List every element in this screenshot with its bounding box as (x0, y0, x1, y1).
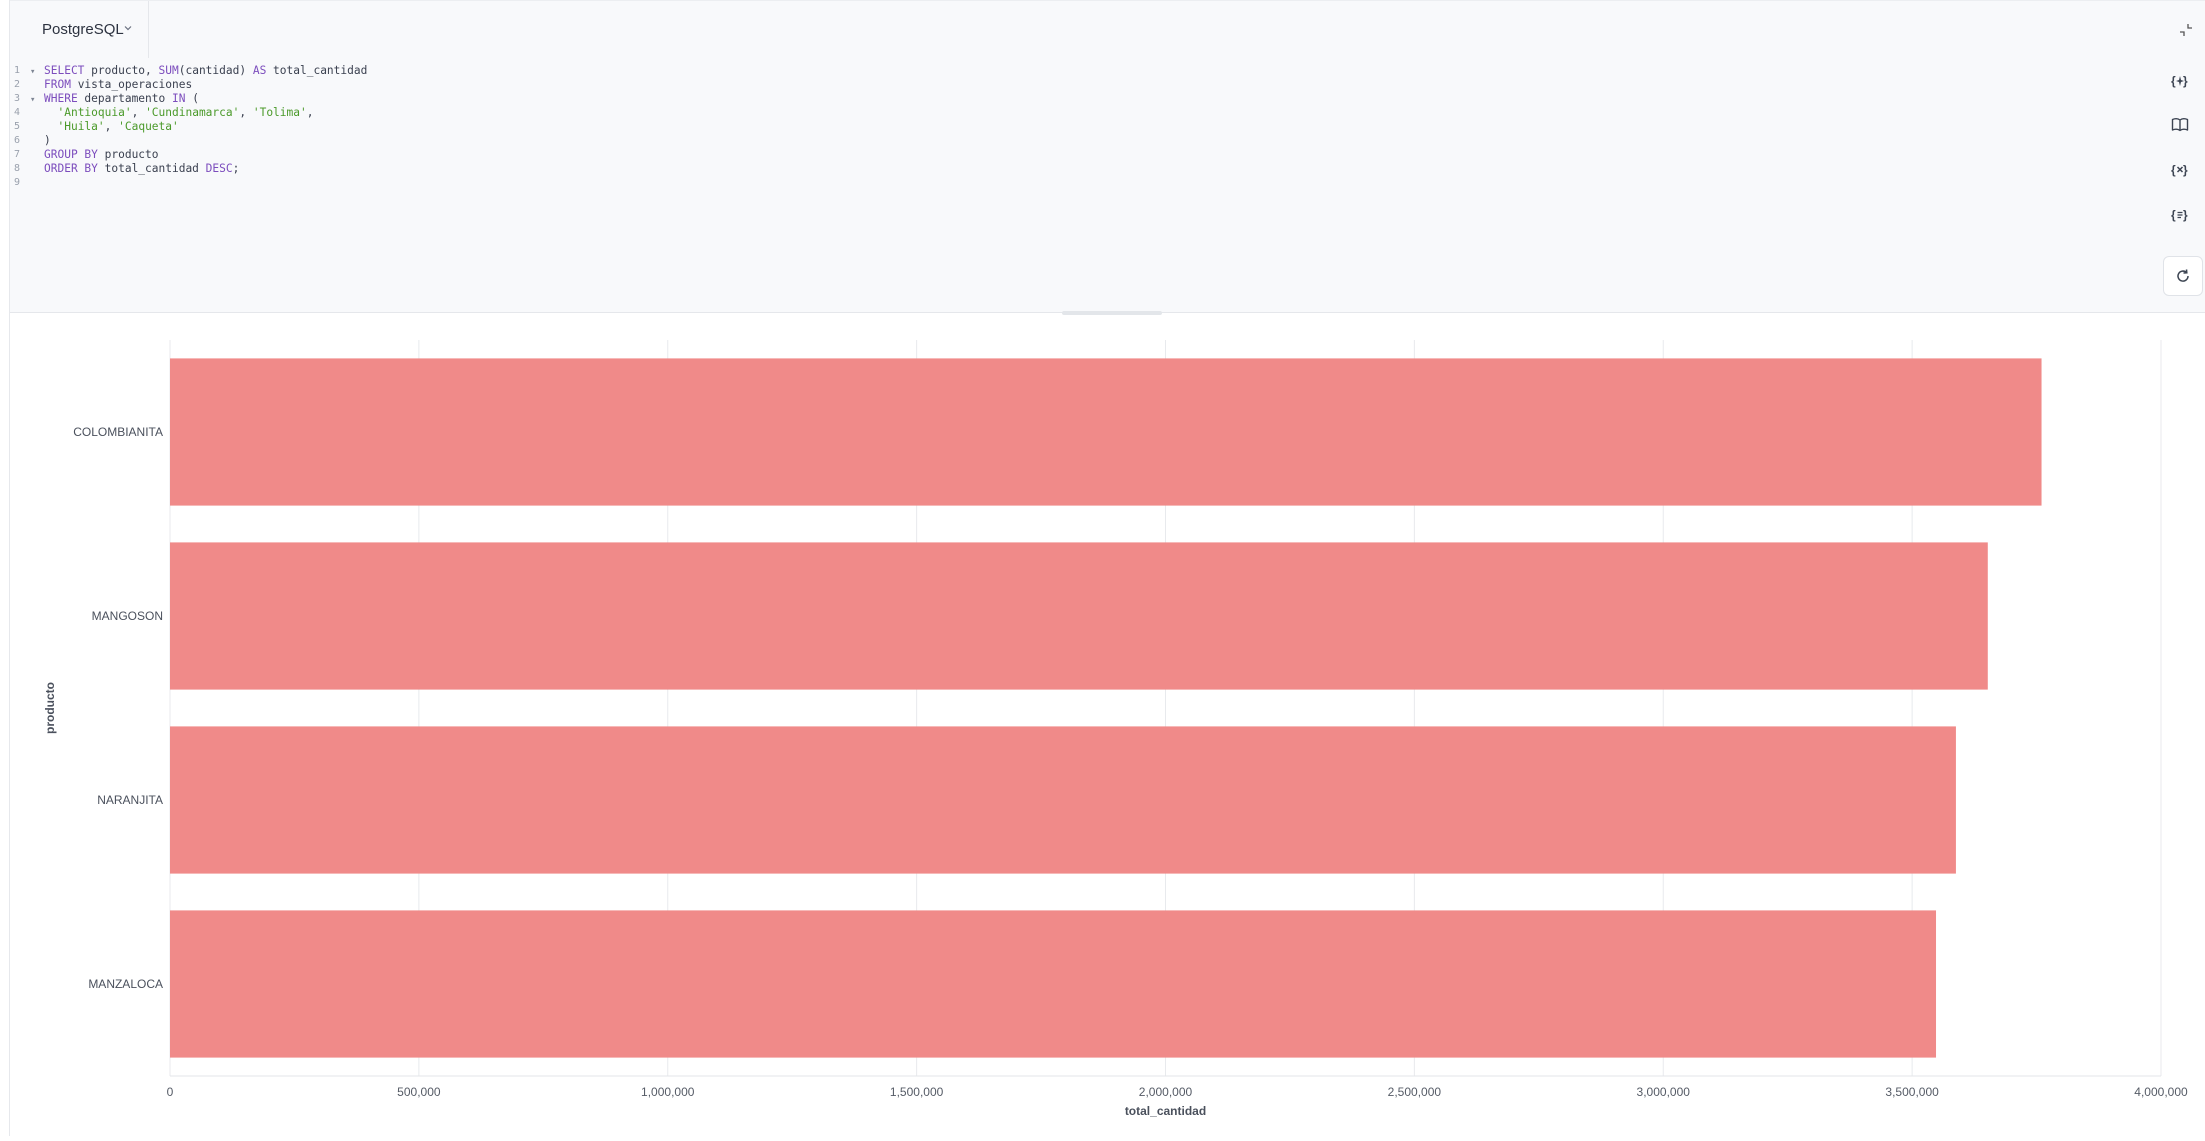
y-tick-label: COLOMBIANITA (73, 425, 163, 439)
line-number: 5 (14, 121, 21, 132)
code-token: ; (232, 162, 240, 175)
code-token: AS (252, 64, 267, 77)
svg-text:}: } (2183, 208, 2188, 222)
code-token: FROM (44, 78, 71, 91)
x-tick-label: 4,000,000 (2134, 1085, 2188, 1099)
y-tick-label: MANZALOCA (88, 977, 163, 991)
svg-text:}: } (2183, 74, 2188, 88)
fold-chevron-icon[interactable]: ▾ (30, 67, 36, 77)
code-token: GROUP BY (44, 148, 98, 161)
code-text: ) (44, 134, 51, 148)
code-token: 'Cundinamarca' (145, 106, 240, 119)
refresh-icon (2177, 269, 2189, 282)
code-text: ORDER BY total_cantidad DESC; (44, 162, 239, 176)
y-axis-title: producto (43, 682, 57, 734)
dialect-label: PostgreSQL (42, 21, 124, 38)
code-token: producto (97, 148, 159, 161)
line-number: 6 (14, 135, 21, 146)
dialect-selector[interactable]: PostgreSQL (10, 1, 149, 58)
query-toolbar: PostgreSQL (10, 0, 2205, 59)
x-tick-label: 2,500,000 (1388, 1085, 1442, 1099)
code-token: , (131, 106, 146, 119)
code-token: ( (185, 92, 199, 105)
bar (170, 726, 1956, 874)
x-tick-label: 1,500,000 (890, 1085, 944, 1099)
code-token: total_cantidad (97, 162, 206, 175)
resize-handle[interactable] (1062, 311, 1162, 315)
svg-text:}: } (2183, 163, 2188, 177)
code-token: 'Caqueta' (118, 120, 179, 133)
code-text: 'Huila', 'Caqueta' (44, 120, 179, 134)
result-chart: 0 500,000 1,000,000 1,500,000 2,000,000 2,500… (10, 316, 2205, 1136)
code-token (44, 120, 57, 133)
x-tick-label: 1,000,000 (641, 1085, 695, 1099)
code-token: , (306, 106, 314, 119)
x-tick-label: 2,000,000 (1139, 1085, 1193, 1099)
line-number: 2 (14, 79, 21, 90)
format-icon[interactable]: { } (2169, 204, 2191, 226)
code-token: 'Antioquia' (57, 106, 132, 119)
variables-icon[interactable]: { } (2169, 159, 2191, 181)
x-tick-label: 3,500,000 (1885, 1085, 1939, 1099)
svg-text:{: { (2171, 74, 2176, 88)
svg-text:{: { (2171, 208, 2176, 222)
svg-text:{: { (2171, 163, 2176, 177)
panel-border (9, 0, 10, 1136)
code-token: departamento (77, 92, 172, 105)
line-number: 4 (14, 107, 21, 118)
code-token: 'Huila' (57, 120, 105, 133)
bar-chart: 0 500,000 1,000,000 1,500,000 2,000,000 2,500… (43, 340, 2188, 1118)
editor-side-tools: { } { } { } (2155, 58, 2205, 312)
code-token: total_cantidad (266, 64, 368, 77)
code-text: SELECT producto, SUM(cantidad) AS total_… (44, 64, 367, 78)
line-number: 1 (14, 65, 21, 76)
code-text: 'Antioquia', 'Cundinamarca', 'Tolima', (44, 106, 313, 120)
x-axis-title: total_cantidad (1125, 1104, 1206, 1118)
line-number: 3 (14, 93, 21, 104)
code-token: WHERE (44, 92, 78, 105)
code-token: SUM (158, 64, 179, 77)
x-tick-label: 3,000,000 (1637, 1085, 1691, 1099)
code-token: SELECT (44, 64, 85, 77)
code-text: GROUP BY producto (44, 148, 159, 162)
ai-assist-icon[interactable]: { } (2169, 70, 2191, 92)
line-number: 8 (14, 163, 21, 174)
code-token: DESC (205, 162, 233, 175)
code-token (44, 106, 57, 119)
code-token: vista_operaciones (70, 78, 193, 91)
y-tick-label: MANGOSON (92, 609, 163, 623)
bar (170, 910, 1937, 1058)
code-token: producto, (84, 64, 159, 77)
line-number: 9 (14, 177, 21, 188)
code-text: WHERE departamento IN ( (44, 92, 199, 106)
y-tick-label: NARANJITA (97, 793, 163, 807)
x-tick-label: 500,000 (397, 1085, 441, 1099)
code-token: (cantidad) (178, 64, 253, 77)
fold-chevron-icon[interactable]: ▾ (30, 95, 36, 105)
sql-editor[interactable]: 1 ▾ SELECT producto, SUM(cantidad) AS tota… (10, 58, 2205, 313)
code-token: , (104, 120, 119, 133)
code-token: ) (44, 134, 51, 147)
code-token: ORDER BY (44, 162, 98, 175)
line-number: 7 (14, 149, 21, 160)
code-token: 'Tolima' (252, 106, 307, 119)
collapse-arrows-icon[interactable] (2177, 21, 2195, 39)
code-token: IN (171, 92, 186, 105)
refresh-button[interactable] (2163, 256, 2203, 296)
bar (170, 358, 2042, 506)
book-icon[interactable] (2169, 114, 2191, 136)
code-text: FROM vista_operaciones (44, 78, 192, 92)
chevron-down-icon (124, 26, 132, 31)
code-token: , (239, 106, 253, 119)
x-tick-label: 0 (167, 1085, 174, 1099)
bar (170, 542, 1988, 690)
